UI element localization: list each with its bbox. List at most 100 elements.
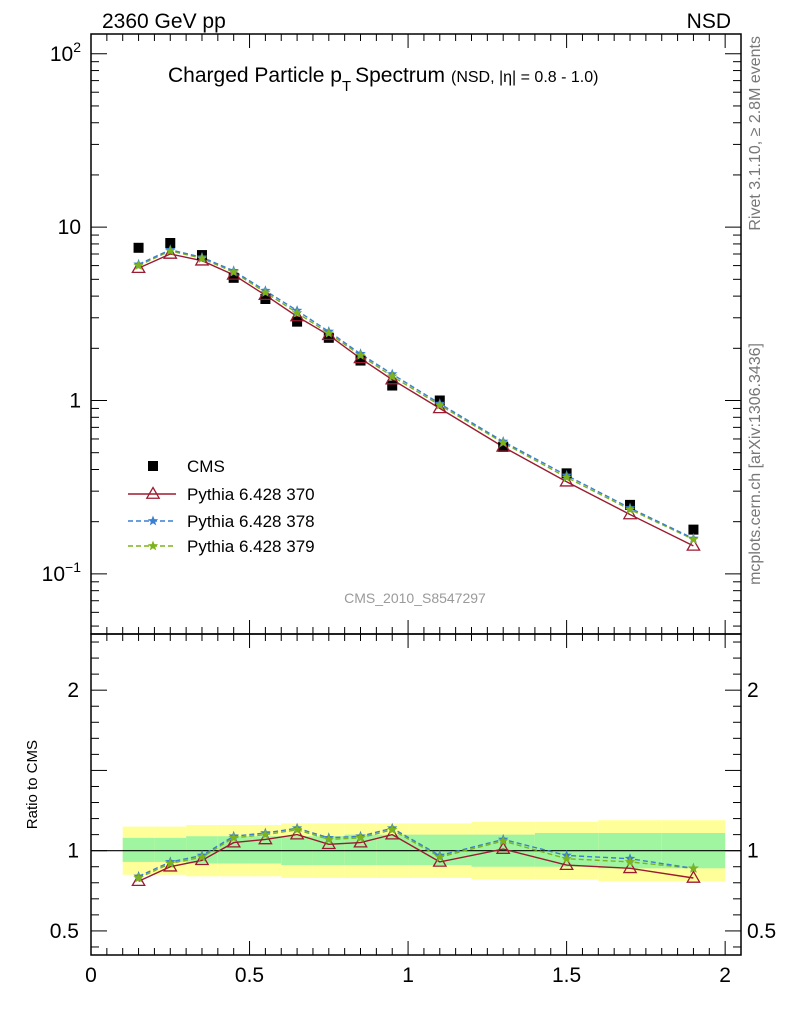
main-line-379 [138,250,694,541]
axis-ticks [90,34,742,955]
inner-band-segment [534,833,599,867]
event-type-label: NSD [687,10,731,33]
legend-label: Pythia 6.428 379 [187,537,315,556]
ratio-370-marker [495,841,511,854]
legend: CMS Pythia 6.428 370 Pythia 6.428 378 Pythi… [128,457,315,556]
ratio-370-marker [289,826,305,840]
pythia-370-marker [353,350,368,364]
ratio-line-378 [138,827,694,878]
pythia-370-marker [226,267,241,280]
cms-data-point [323,332,334,343]
ratio-370-marker [258,831,273,845]
ratio-370-marker [226,834,241,848]
pythia-379-marker [688,533,699,544]
x-tick-label: 2 [719,964,731,987]
pythia-370-marker [384,371,400,385]
inner-band-segment [376,834,409,866]
title-qualifier: (NSD, |η| = 0.8 - 1.0) [451,69,598,86]
y-tick-label-main: 10−1 [42,559,82,586]
ratio-379-marker [355,832,366,843]
pythia-370-marker [432,400,448,414]
mcplots-label: mcplots.cern.ch [arXiv:1306.3436] [747,343,764,585]
main-series-layer [131,237,701,551]
legend-star-marker [147,515,159,526]
x-tick-label: 1 [402,964,414,987]
ratio-379-marker [260,829,271,840]
y-tick-label-main: 10 [58,216,81,239]
inner-band-segment [217,836,250,864]
legend-370-marker [145,486,161,499]
ratio-379-marker [561,853,572,864]
cms-data-point [133,242,144,253]
pythia-379-marker [498,437,509,448]
ratio-370-marker [131,873,146,887]
pythia-379-marker [323,327,334,338]
pythia-379-marker [387,370,398,381]
ratio-370-marker [162,858,178,872]
x-tick-label: 1.5 [552,964,581,987]
cms-data-point [292,316,303,327]
ratio-uncertainty-bands [91,820,741,882]
x-tick-label: 0 [85,964,97,987]
legend-cms-marker [148,461,158,471]
ratio-370-marker [432,854,448,867]
x-tick-label: 0.5 [235,964,264,987]
y-tick-label-main: 1 [69,390,81,413]
plot-title: Charged Particle pT Spectrum (NSD, |η| = 0… [168,64,598,95]
analysis-tag: CMS_2010_S8547297 [344,590,486,606]
cms-data-point [498,441,509,452]
ratio-379-marker [291,824,303,835]
ratio-379-marker [323,833,334,844]
ratio-line-379 [138,829,694,879]
pythia-370-marker [686,538,701,551]
ratio-379-marker [165,858,176,868]
pythia-379-marker [196,252,208,263]
pythia-370-marker [131,260,146,274]
ratio-379-marker [228,832,239,843]
pythia-379-marker [291,307,303,318]
pythia-379-marker [260,286,271,297]
ratio-379-marker [434,851,445,862]
ratio-379-marker [387,824,398,835]
cms-data-point [387,380,398,391]
inner-band-segment [122,837,155,862]
axis-tick-labels: 10−1 1 10 102 0.5 0.5 1 1 2 2 0 0.5 1 1.5 2 [42,39,777,987]
ratio-370-marker [384,826,400,840]
rivet-version-label: Rivet 3.1.10, ≥ 2.8M events [747,36,764,231]
pythia-370-marker [194,252,210,266]
pythia-370-marker [258,287,273,301]
ratio-370-marker [194,852,210,866]
pythia-379-marker [561,471,572,482]
ratio-379-marker [498,835,509,846]
y-tick-label-ratio-right: 1 [747,840,759,863]
ratio-379-marker [196,851,208,862]
pythia-379-marker [165,245,176,256]
pythia-370-marker [559,473,574,487]
title-main: Charged Particle p [168,64,342,87]
legend-star-marker [147,540,159,551]
cms-data-point [688,524,699,535]
ratio-370-marker [686,870,701,883]
pythia-379-marker [624,504,636,514]
ratio-plot-frame [90,633,742,956]
cms-data-point [228,272,239,283]
y-tick-label-ratio-right: 2 [747,679,759,702]
pythia-379-marker [133,260,144,270]
ratio-line-370 [138,833,694,882]
ratio-370-marker [321,836,337,850]
cms-data-point [355,355,366,366]
y-tick-label-ratio: 2 [67,679,79,702]
title-subscript: T [342,78,351,95]
y-tick-label-ratio: 1 [67,840,79,863]
pythia-379-marker [228,266,239,277]
ratio-370-marker [353,834,368,848]
cms-data-point [165,237,176,248]
legend-label: Pythia 6.428 378 [187,512,315,531]
ratio-y-axis-label: Ratio to CMS [24,740,41,829]
y-tick-label-main: 102 [50,39,81,66]
pythia-370-marker [162,246,178,259]
legend-label: Pythia 6.428 370 [187,485,315,504]
ratio-379-marker [133,872,144,883]
main-line-378 [138,249,694,540]
